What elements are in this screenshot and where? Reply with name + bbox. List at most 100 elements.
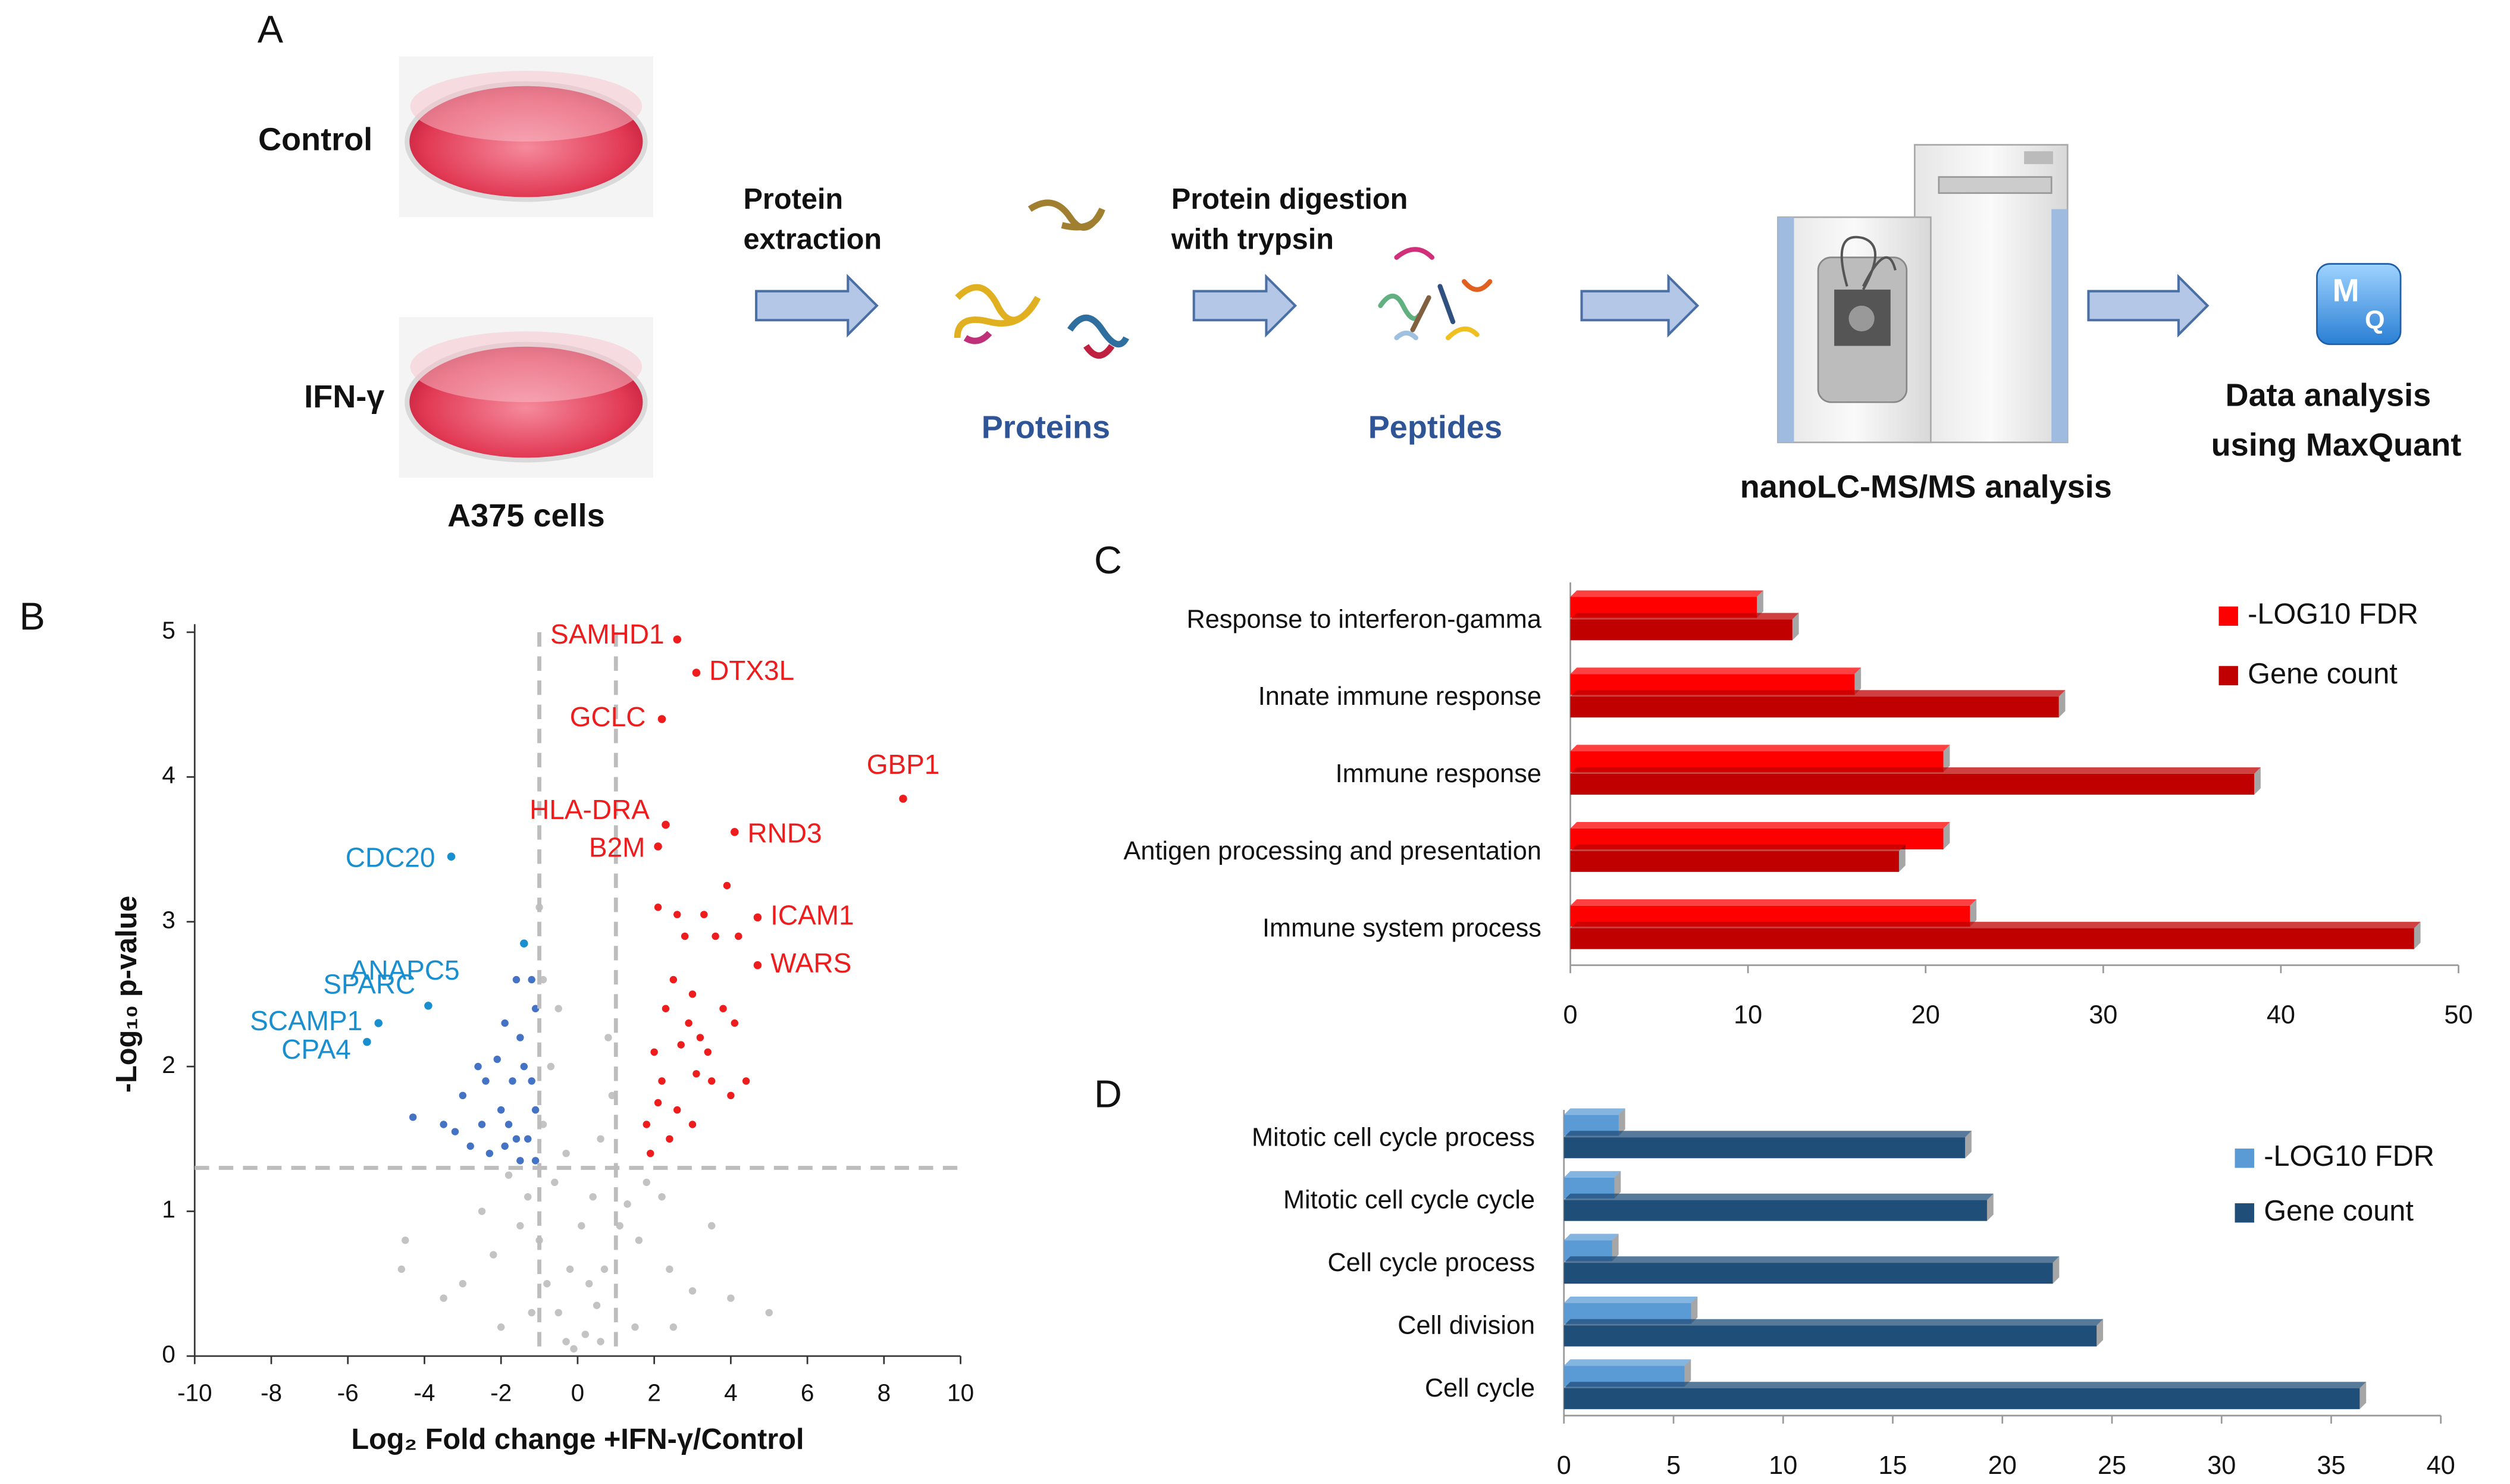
point — [474, 1062, 482, 1071]
point — [646, 1149, 654, 1157]
bar-top — [1570, 667, 1862, 674]
step-label: Protein — [743, 183, 843, 215]
point — [459, 1091, 467, 1100]
x-tick-label: 15 — [1878, 1451, 1907, 1480]
bar-side — [1691, 1296, 1698, 1324]
arrows — [755, 274, 2210, 338]
point — [597, 1338, 604, 1345]
annotated-point — [657, 715, 666, 723]
point — [512, 1135, 521, 1143]
x-tick-label: 10 — [947, 1379, 974, 1407]
bar — [1570, 928, 2414, 949]
point — [650, 1048, 658, 1056]
y-axis-label: -Log₁₀ p-value — [111, 896, 143, 1093]
point-label: HLA-DRA — [529, 794, 650, 825]
point-label: SPARC — [323, 969, 415, 1000]
point — [490, 1251, 497, 1259]
x-tick-label: 5 — [1666, 1451, 1681, 1480]
bar-side — [2097, 1319, 2104, 1347]
bar-top — [1570, 822, 1950, 829]
bar-top — [1570, 613, 1799, 620]
point — [673, 1106, 681, 1114]
x-axis-label: Log₂ Fold change +IFN-γ/Control — [351, 1423, 804, 1455]
bar-side — [1898, 844, 1906, 872]
point — [681, 932, 689, 940]
point — [581, 1331, 590, 1338]
point — [704, 1048, 712, 1056]
point — [673, 911, 681, 918]
category-label: Immune response — [1336, 760, 1541, 788]
point-label: GCLC — [570, 701, 646, 732]
point — [735, 932, 742, 940]
annotated-point — [447, 852, 456, 861]
point — [509, 1077, 516, 1085]
point — [719, 1005, 727, 1012]
step-result: Peptides — [1368, 409, 1502, 445]
bar-top — [1563, 1256, 2060, 1263]
annotated-point — [731, 828, 739, 836]
point — [493, 1055, 501, 1063]
x-tick-label: -6 — [337, 1379, 359, 1407]
point — [658, 1193, 666, 1201]
category-label: Response to interferon-gamma — [1186, 605, 1541, 633]
y-tick-label: 1 — [162, 1196, 176, 1223]
point — [631, 1323, 639, 1331]
point — [397, 1265, 406, 1273]
point — [654, 1099, 662, 1107]
x-tick-label: -10 — [177, 1379, 212, 1407]
panel-label: B — [19, 594, 45, 638]
point — [585, 1280, 593, 1288]
bar-top — [1570, 590, 1763, 597]
x-tick-label: 10 — [1734, 1001, 1762, 1030]
point — [688, 990, 697, 998]
cells-label: A375 cells — [447, 498, 605, 534]
legend-swatch — [2218, 666, 2238, 686]
analysis-label: Data analysis — [2226, 377, 2431, 413]
point — [466, 1142, 474, 1150]
x-tick-label: 50 — [2444, 1001, 2473, 1030]
x-tick-label: 35 — [2317, 1451, 2345, 1480]
step-label: with trypsin — [1171, 224, 1334, 256]
point-label: GBP1 — [867, 749, 940, 780]
point — [531, 1106, 540, 1114]
point — [459, 1280, 467, 1288]
legend-label: Gene count — [2264, 1195, 2414, 1227]
point — [520, 1062, 528, 1071]
bar — [1563, 1137, 1966, 1159]
y-tick-label: 2 — [162, 1051, 176, 1078]
bar-side — [1612, 1234, 1619, 1262]
bar-top — [1570, 844, 1906, 851]
annotated-point — [692, 669, 701, 677]
point — [478, 1121, 486, 1128]
bar-side — [1970, 899, 1977, 927]
point-label: ICAM1 — [770, 900, 854, 931]
point-label: SCAMP1 — [250, 1005, 362, 1036]
x-tick-label: -4 — [413, 1379, 435, 1407]
annotated-point — [753, 913, 762, 922]
condition-label: Control — [258, 121, 372, 157]
point-label: DTX3L — [709, 655, 794, 686]
point — [635, 1236, 643, 1244]
category-label: Mitotic cell cycle cycle — [1283, 1186, 1535, 1215]
icon-letter: Q — [2365, 306, 2385, 334]
category-label: Cell cycle — [1425, 1374, 1535, 1403]
x-tick-label: 40 — [2267, 1001, 2295, 1030]
y-tick-label: 0 — [162, 1341, 176, 1368]
point — [440, 1121, 447, 1128]
bar-side — [1614, 1171, 1621, 1199]
y-tick-label: 5 — [162, 617, 176, 644]
dish — [399, 56, 654, 218]
point — [524, 1193, 532, 1201]
bar-top — [1563, 1108, 1625, 1115]
bar-top — [1570, 690, 2066, 697]
category-label: Mitotic cell cycle process — [1252, 1123, 1535, 1152]
point — [604, 1034, 612, 1041]
bar-side — [1684, 1359, 1691, 1387]
y-tick-label: 4 — [162, 761, 176, 789]
bar — [1570, 851, 1899, 872]
bar-side — [1986, 1193, 1994, 1221]
point — [504, 1121, 513, 1128]
point — [524, 1135, 532, 1143]
x-tick-label: 8 — [878, 1379, 891, 1407]
condition-label: IFN-γ — [304, 379, 384, 415]
